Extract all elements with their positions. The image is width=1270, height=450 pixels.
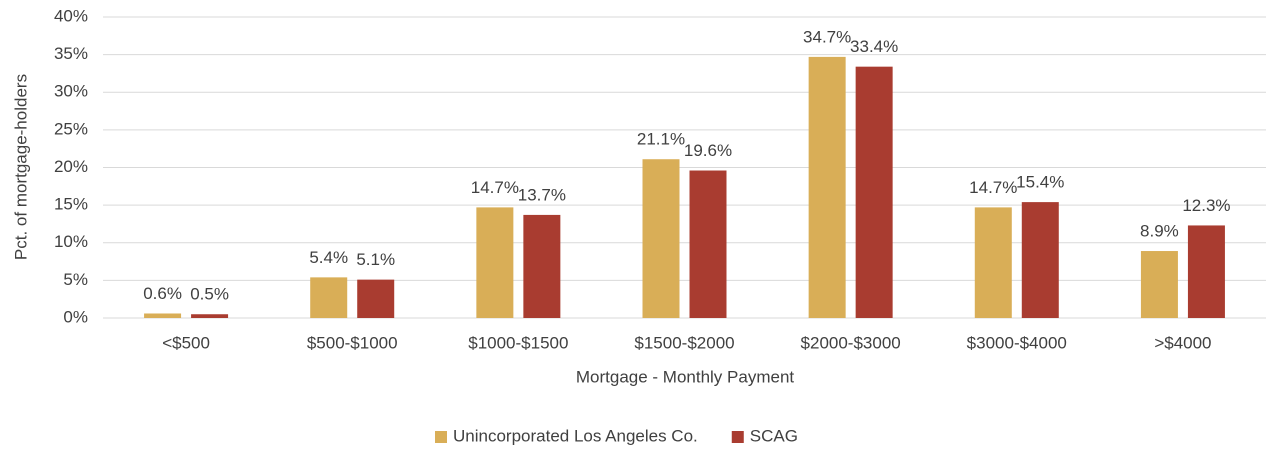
bar	[310, 277, 348, 318]
data-label: 34.7%	[803, 27, 851, 46]
y-tick-label: 15%	[54, 195, 88, 214]
bar	[808, 56, 846, 318]
bar	[357, 279, 395, 318]
y-tick-label: 30%	[54, 82, 88, 101]
bar	[642, 159, 680, 318]
x-tick-label: <$500	[162, 333, 210, 352]
data-label: 33.4%	[850, 37, 898, 56]
x-tick-label: >$4000	[1154, 333, 1211, 352]
bar	[1187, 225, 1225, 318]
data-label: 0.6%	[143, 284, 182, 303]
x-tick-label: $500-$1000	[307, 333, 398, 352]
bar	[1021, 202, 1059, 318]
y-tick-label: 0%	[63, 307, 88, 326]
bar	[523, 214, 561, 318]
x-tick-label: $3000-$4000	[967, 333, 1067, 352]
y-tick-label: 10%	[54, 232, 88, 251]
y-axis-title: Pct. of mortgage-holders	[11, 74, 30, 260]
data-label: 15.4%	[1016, 173, 1064, 192]
bar	[1140, 251, 1178, 318]
data-label: 14.7%	[969, 178, 1017, 197]
data-label: 5.4%	[309, 248, 348, 267]
legend-swatch	[435, 431, 447, 443]
bar	[191, 314, 229, 318]
y-tick-label: 25%	[54, 119, 88, 138]
data-label: 19.6%	[684, 141, 732, 160]
data-label: 8.9%	[1140, 222, 1179, 241]
bar	[855, 66, 893, 318]
bar	[689, 170, 727, 318]
data-label: 0.5%	[190, 285, 229, 304]
y-tick-label: 20%	[54, 157, 88, 176]
data-label: 14.7%	[471, 178, 519, 197]
x-axis-title: Mortgage - Monthly Payment	[576, 367, 795, 386]
y-tick-label: 5%	[63, 270, 88, 289]
data-label: 21.1%	[637, 130, 685, 149]
legend-label: Unincorporated Los Angeles Co.	[453, 426, 698, 445]
x-tick-label: $2000-$3000	[801, 333, 901, 352]
x-tick-label: $1000-$1500	[468, 333, 568, 352]
bar	[144, 313, 182, 318]
bar	[476, 207, 514, 318]
y-tick-label: 40%	[54, 6, 88, 25]
x-tick-label: $1500-$2000	[634, 333, 734, 352]
data-label: 5.1%	[356, 250, 395, 269]
bar	[974, 207, 1012, 318]
y-tick-label: 35%	[54, 44, 88, 63]
data-label: 12.3%	[1182, 196, 1230, 215]
data-label: 13.7%	[518, 185, 566, 204]
legend-label: SCAG	[750, 426, 798, 445]
legend-swatch	[731, 431, 744, 443]
